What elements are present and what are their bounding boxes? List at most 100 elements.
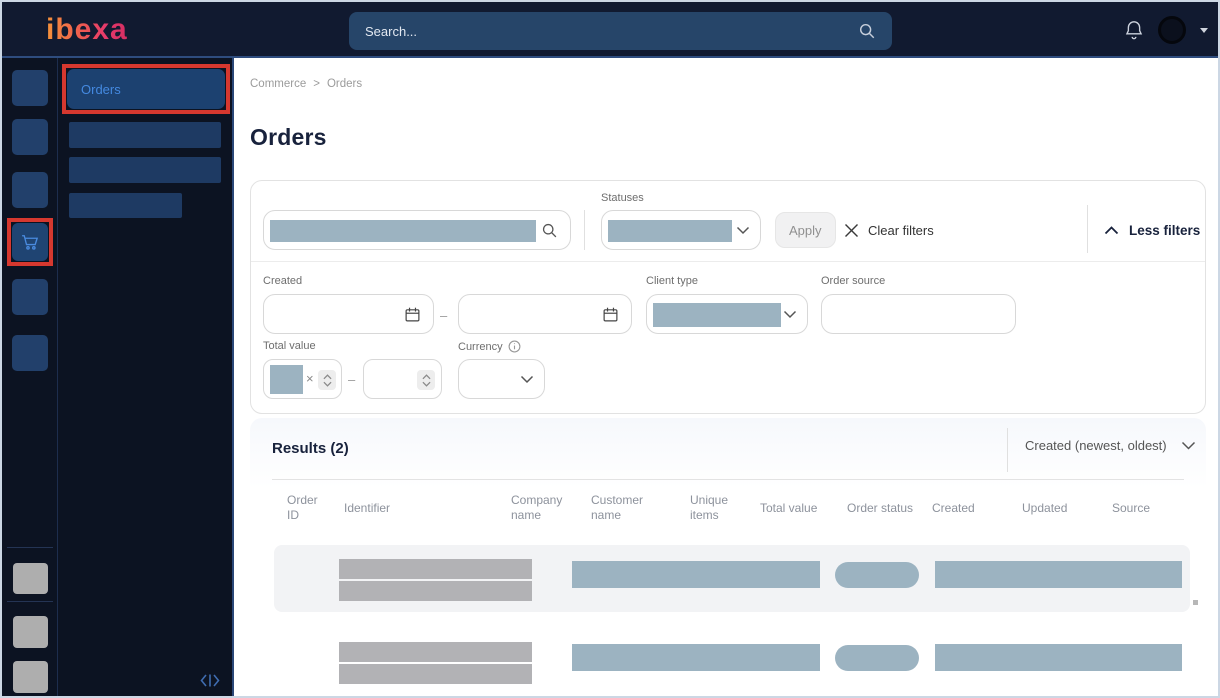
divider xyxy=(272,479,1184,480)
apply-button[interactable]: Apply xyxy=(775,212,836,248)
divider xyxy=(1087,205,1088,253)
sidebar-bottom-item-3[interactable] xyxy=(13,661,48,693)
sidebar-item-redacted-2[interactable] xyxy=(69,157,221,183)
redacted-identifier-line-1 xyxy=(339,559,532,579)
col-identifier: Identifier xyxy=(344,500,391,515)
order-source-label: Order source xyxy=(821,275,886,287)
annotation-box-orders: Orders xyxy=(62,64,230,114)
divider xyxy=(251,261,1205,262)
search-icon xyxy=(541,222,558,239)
sidebar-bottom-item-2[interactable] xyxy=(13,616,48,648)
total-value-min-input[interactable]: × xyxy=(263,359,342,399)
sidebar-item-6[interactable] xyxy=(12,335,48,371)
breadcrumb-commerce[interactable]: Commerce xyxy=(250,78,307,90)
shopping-cart-icon xyxy=(20,232,40,252)
secondary-sidebar: Orders xyxy=(58,58,234,696)
currency-dropdown[interactable] xyxy=(458,359,545,399)
redacted-client-type-value xyxy=(653,303,781,327)
search-placeholder: Search... xyxy=(365,23,418,39)
results-panel: Results (2) Created (newest, oldest) Ord… xyxy=(250,418,1206,696)
topbar-actions xyxy=(1124,2,1208,58)
clear-filters-label: Clear filters xyxy=(868,222,934,238)
sidebar-item-2[interactable] xyxy=(12,119,48,155)
range-separator: – xyxy=(440,308,448,323)
user-menu-caret-icon[interactable] xyxy=(1200,27,1208,33)
redacted-identifier-line-2 xyxy=(339,664,532,684)
divider xyxy=(1007,428,1008,472)
created-from-input[interactable] xyxy=(263,294,434,334)
clear-filters-button[interactable]: Clear filters xyxy=(844,212,934,248)
sidebar-bottom-item-1[interactable] xyxy=(13,563,48,594)
currency-label-wrap: Currency xyxy=(458,340,521,353)
order-status-badge xyxy=(835,562,919,588)
breadcrumb-separator: > xyxy=(313,78,320,90)
col-order-id: Order ID xyxy=(287,493,318,522)
search-icon xyxy=(858,22,876,40)
main-content: Commerce > Orders Orders Statuses xyxy=(234,58,1218,696)
table-row[interactable] xyxy=(274,628,1190,695)
clear-value-icon[interactable]: × xyxy=(306,371,314,386)
client-type-dropdown[interactable] xyxy=(646,294,808,334)
resize-handle-dot xyxy=(1193,600,1198,605)
redacted-customer-block xyxy=(572,561,820,588)
global-search-input[interactable]: Search... xyxy=(349,12,892,50)
statuses-dropdown[interactable] xyxy=(601,210,761,250)
redacted-dates-block xyxy=(935,561,1182,588)
info-icon[interactable] xyxy=(508,340,521,353)
redacted-statuses-value xyxy=(608,220,732,242)
sidebar-item-redacted-3[interactable] xyxy=(69,193,182,218)
range-separator: – xyxy=(348,372,356,387)
primary-sidebar xyxy=(2,58,58,696)
sort-dropdown[interactable]: Created (newest, oldest) xyxy=(1025,438,1196,453)
breadcrumb-orders: Orders xyxy=(326,78,363,90)
less-filters-button[interactable]: Less filters xyxy=(1104,212,1200,248)
less-filters-label: Less filters xyxy=(1129,222,1201,238)
col-source: Source xyxy=(1112,500,1151,515)
page-title: Orders xyxy=(250,124,327,150)
total-value-max-input[interactable] xyxy=(363,359,442,399)
sidebar-item-5[interactable] xyxy=(12,279,48,315)
statuses-label: Statuses xyxy=(601,192,644,204)
chevron-down-icon xyxy=(736,226,750,235)
col-total-value: Total value xyxy=(760,500,818,515)
sidebar-item-orders-label: Orders xyxy=(81,81,121,97)
divider xyxy=(584,210,585,250)
sort-label: Created (newest, oldest) xyxy=(1025,438,1167,453)
x-icon xyxy=(844,223,859,238)
currency-label: Currency xyxy=(458,340,503,353)
chevron-down-icon xyxy=(520,375,534,384)
col-customer-name: Customer name xyxy=(591,493,644,522)
total-value-label: Total value xyxy=(263,340,316,352)
table-row[interactable] xyxy=(274,545,1190,612)
bell-icon[interactable] xyxy=(1124,19,1144,41)
sidebar-item-redacted-1[interactable] xyxy=(69,122,221,148)
redacted-total-value xyxy=(270,365,303,394)
number-stepper[interactable] xyxy=(417,370,435,390)
calendar-icon xyxy=(404,306,421,323)
sidebar-item-commerce[interactable] xyxy=(12,223,48,261)
created-to-input[interactable] xyxy=(458,294,632,334)
number-stepper[interactable] xyxy=(318,370,336,390)
topbar: ibexa Search... xyxy=(2,2,1218,58)
chevron-down-icon xyxy=(1181,441,1196,450)
sidebar-item-3[interactable] xyxy=(12,172,48,208)
user-avatar[interactable] xyxy=(1158,16,1186,44)
chevron-up-icon xyxy=(1104,225,1119,235)
sidebar-item-1[interactable] xyxy=(12,70,48,106)
sidebar-item-orders[interactable]: Orders xyxy=(67,69,225,109)
col-created: Created xyxy=(932,500,975,515)
redacted-customer-block xyxy=(572,644,820,671)
sidebar-divider xyxy=(7,601,53,602)
annotation-box-commerce xyxy=(7,218,53,266)
col-company-name: Company name xyxy=(511,493,563,522)
order-status-badge xyxy=(835,645,919,671)
filter-search-input[interactable] xyxy=(263,210,571,250)
chevron-down-icon xyxy=(783,310,797,319)
col-updated: Updated xyxy=(1022,500,1068,515)
redacted-identifier-line-2 xyxy=(339,581,532,601)
calendar-icon xyxy=(602,306,619,323)
sidebar-divider xyxy=(7,547,53,548)
order-source-input[interactable] xyxy=(821,294,1016,334)
redacted-search-value xyxy=(270,220,536,242)
collapse-panel-icon[interactable] xyxy=(200,673,220,688)
